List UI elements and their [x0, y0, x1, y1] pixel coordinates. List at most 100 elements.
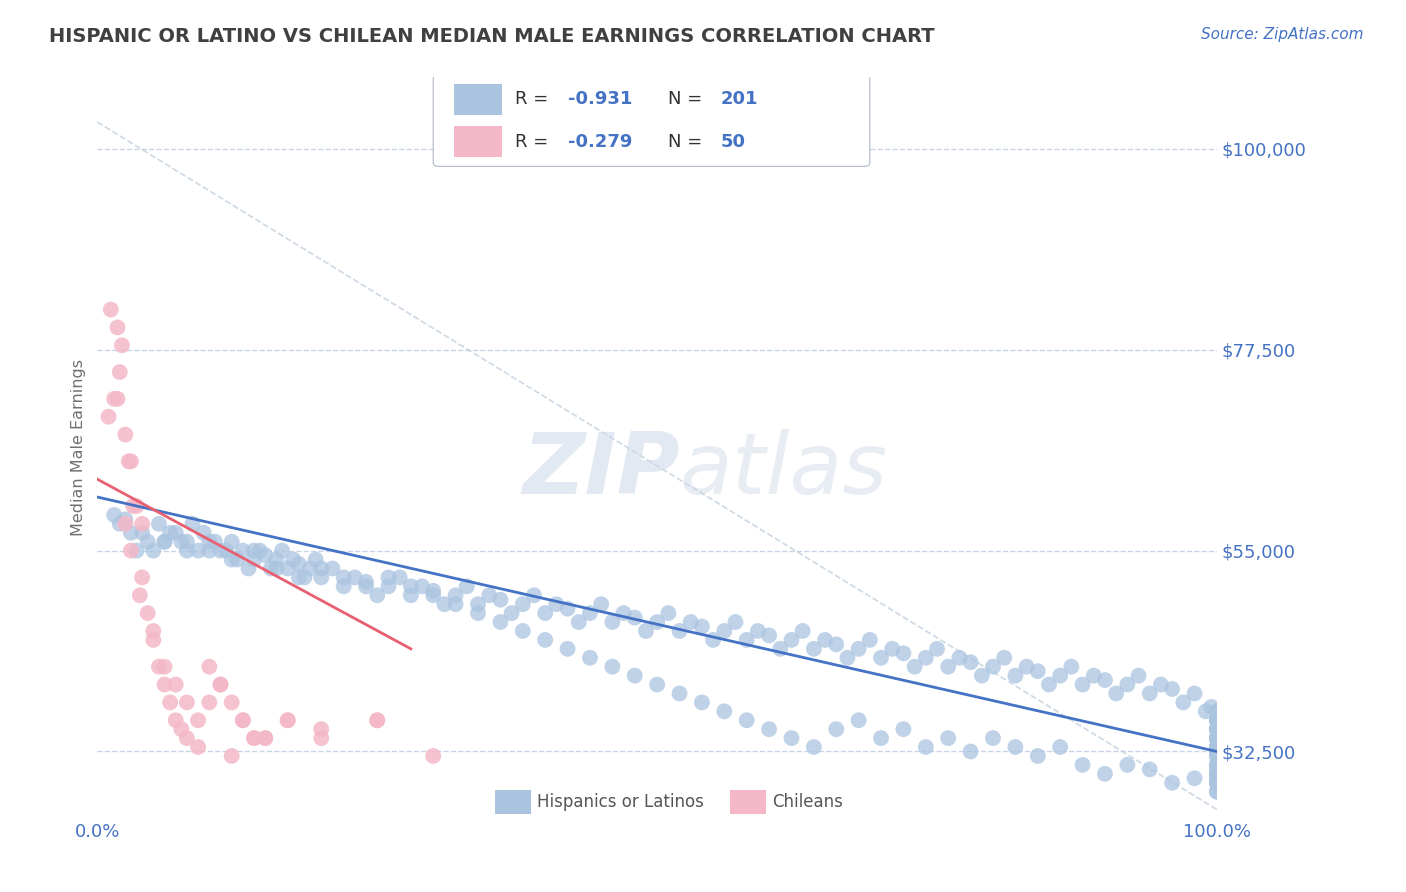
Text: HISPANIC OR LATINO VS CHILEAN MEDIAN MALE EARNINGS CORRELATION CHART: HISPANIC OR LATINO VS CHILEAN MEDIAN MAL… [49, 27, 935, 45]
Point [209, 677, 232, 691]
Point [221, 695, 243, 709]
Point [914, 650, 936, 665]
Point [1206, 739, 1229, 754]
Point [882, 641, 904, 656]
Point [623, 668, 645, 682]
Point [433, 597, 456, 611]
Point [165, 713, 187, 727]
Point [936, 659, 959, 673]
Point [122, 499, 145, 513]
Point [713, 704, 735, 718]
Point [159, 525, 181, 540]
Point [187, 713, 209, 727]
Point [288, 570, 311, 584]
Point [623, 610, 645, 624]
Point [1060, 659, 1083, 673]
Point [411, 579, 433, 593]
Text: Hispanics or Latinos: Hispanics or Latinos [537, 793, 704, 811]
Point [1206, 739, 1229, 754]
Point [1206, 748, 1229, 763]
Point [1206, 722, 1229, 736]
Point [936, 731, 959, 745]
Point [170, 534, 193, 549]
Point [859, 632, 882, 647]
Point [512, 624, 534, 638]
Text: 201: 201 [721, 90, 758, 108]
Point [209, 677, 232, 691]
Point [634, 624, 657, 638]
Point [1139, 763, 1161, 777]
Point [668, 686, 690, 700]
Point [1128, 668, 1150, 682]
Point [277, 561, 299, 575]
Point [602, 659, 624, 673]
Point [243, 552, 266, 566]
Text: N =: N = [668, 90, 709, 108]
Point [332, 570, 354, 584]
Point [283, 552, 305, 566]
Point [366, 588, 388, 602]
Point [1206, 731, 1229, 745]
Point [260, 561, 283, 575]
Point [837, 650, 859, 665]
Point [1206, 713, 1229, 727]
Point [366, 713, 388, 727]
Point [377, 579, 399, 593]
Text: -0.931: -0.931 [568, 90, 631, 108]
Point [814, 632, 837, 647]
Point [170, 722, 193, 736]
Bar [454, 126, 502, 157]
Point [399, 588, 422, 602]
Point [546, 597, 568, 611]
Text: 50: 50 [721, 133, 747, 151]
Point [1026, 748, 1049, 763]
Point [657, 606, 679, 620]
Point [1184, 772, 1206, 786]
Point [176, 731, 198, 745]
Point [209, 543, 232, 558]
Point [1206, 731, 1229, 745]
Point [309, 731, 332, 745]
Point [1206, 785, 1229, 799]
Point [305, 552, 328, 566]
Point [1206, 731, 1229, 745]
Point [870, 731, 893, 745]
Point [232, 713, 254, 727]
Point [467, 597, 489, 611]
Point [1206, 713, 1229, 727]
Point [1206, 767, 1229, 781]
Point [1206, 722, 1229, 736]
Point [277, 713, 299, 727]
Point [399, 579, 422, 593]
Point [198, 695, 221, 709]
Point [1206, 722, 1229, 736]
Point [1049, 739, 1071, 754]
Point [1206, 731, 1229, 745]
Point [925, 641, 948, 656]
Point [176, 534, 198, 549]
Point [780, 632, 803, 647]
Point [100, 302, 122, 317]
Point [153, 677, 176, 691]
Point [198, 534, 221, 549]
Point [1206, 744, 1229, 758]
Point [579, 606, 602, 620]
Point [1206, 713, 1229, 727]
Point [914, 739, 936, 754]
Point [523, 588, 546, 602]
Point [148, 659, 170, 673]
Point [1206, 744, 1229, 758]
Point [277, 713, 299, 727]
Point [1206, 739, 1229, 754]
Point [1206, 722, 1229, 736]
Point [176, 695, 198, 709]
Point [354, 574, 377, 589]
Point [1206, 785, 1229, 799]
Point [981, 731, 1004, 745]
Point [131, 570, 153, 584]
Point [1206, 713, 1229, 727]
Point [803, 641, 825, 656]
Point [1116, 677, 1139, 691]
Text: R =: R = [515, 133, 554, 151]
Point [254, 731, 277, 745]
